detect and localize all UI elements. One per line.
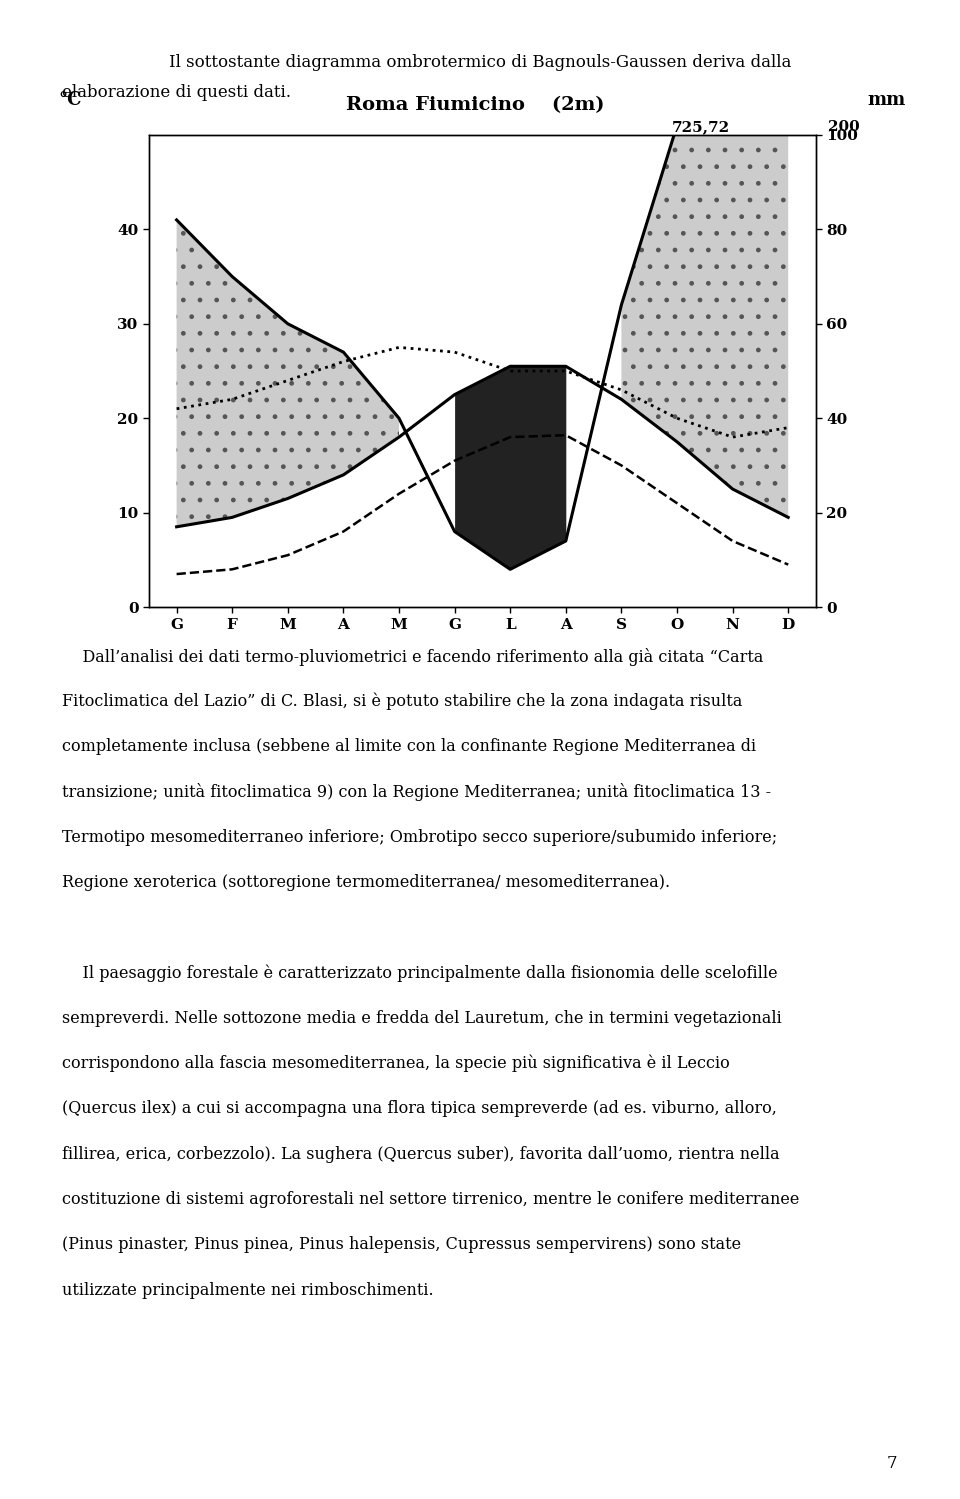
Text: Dall’analisi dei dati termo-pluviometrici e facendo riferimento alla già citata : Dall’analisi dei dati termo-pluviometric… (62, 648, 764, 666)
Text: Fitoclimatica del Lazio” di C. Blasi, si è potuto stabilire che la zona indagata: Fitoclimatica del Lazio” di C. Blasi, si… (62, 693, 743, 711)
Text: transizione; unità fitoclimatica 9) con la Regione Mediterranea; unità fitoclima: transizione; unità fitoclimatica 9) con … (62, 784, 772, 802)
Text: °C: °C (59, 91, 83, 109)
Text: mm: mm (868, 91, 906, 109)
Text: completamente inclusa (sebbene al limite con la confinante Regione Mediterranea : completamente inclusa (sebbene al limite… (62, 738, 756, 755)
Text: Il paesaggio forestale è caratterizzato principalmente dalla fisionomia delle sc: Il paesaggio forestale è caratterizzato … (62, 964, 778, 982)
Text: 200: 200 (828, 120, 859, 133)
Text: sempreverdi. Nelle sottozone media e fredda del Lauretum, che in termini vegetaz: sempreverdi. Nelle sottozone media e fre… (62, 1010, 782, 1027)
Text: elaborazione di questi dati.: elaborazione di questi dati. (62, 84, 292, 100)
Text: 7: 7 (887, 1456, 898, 1472)
Text: fillirea, erica, corbezzolo). La sughera (Quercus suber), favorita dall’uomo, ri: fillirea, erica, corbezzolo). La sughera… (62, 1145, 780, 1163)
Text: utilizzate principalmente nei rimboschimenti.: utilizzate principalmente nei rimboschim… (62, 1282, 434, 1298)
Text: (Pinus pinaster, Pinus pinea, Pinus halepensis, Cupressus sempervirens) sono sta: (Pinus pinaster, Pinus pinea, Pinus hale… (62, 1237, 741, 1253)
Text: Roma Fiumicino    (2m): Roma Fiumicino (2m) (346, 96, 605, 114)
Text: costituzione di sistemi agroforestali nel settore tirrenico, mentre le conifere : costituzione di sistemi agroforestali ne… (62, 1190, 800, 1208)
Text: Regione xeroterica (sottoregione termomediterranea/ mesomediterranea).: Regione xeroterica (sottoregione termome… (62, 874, 670, 890)
Text: Termotipo mesomediterraneo inferiore; Ombrotipo secco superiore/subumido inferio: Termotipo mesomediterraneo inferiore; Om… (62, 829, 778, 845)
Text: (Quercus ilex) a cui si accompagna una flora tipica sempreverde (ad es. viburno,: (Quercus ilex) a cui si accompagna una f… (62, 1100, 778, 1117)
Text: corrispondono alla fascia mesomediterranea, la specie più significativa è il Lec: corrispondono alla fascia mesomediterran… (62, 1055, 731, 1072)
Text: 725,72: 725,72 (672, 120, 731, 133)
Text: Il sottostante diagramma ombrotermico di Bagnouls-Gaussen deriva dalla: Il sottostante diagramma ombrotermico di… (169, 54, 791, 70)
